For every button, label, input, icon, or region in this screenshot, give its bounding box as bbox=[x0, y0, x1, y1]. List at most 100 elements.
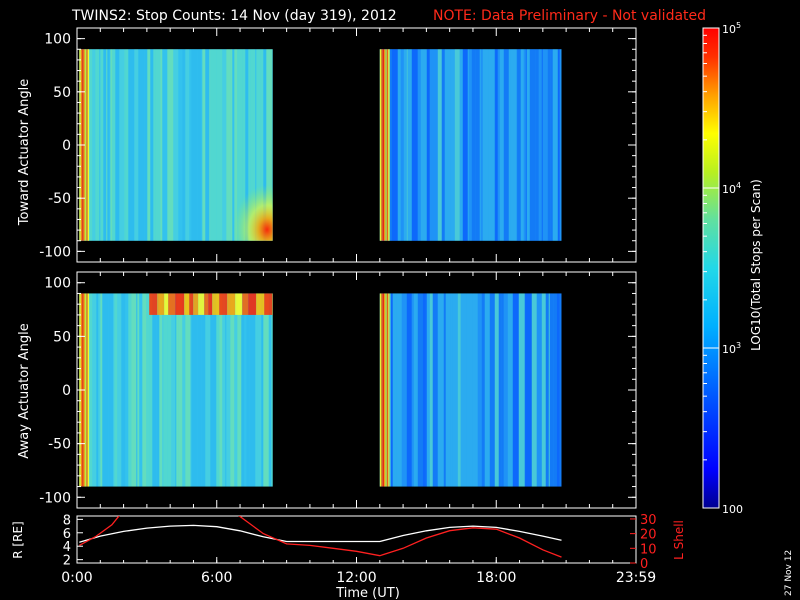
heatmap-streak bbox=[429, 49, 435, 241]
heatmap-streak bbox=[459, 49, 463, 241]
colorbar-tick-exponent: 3 bbox=[736, 341, 741, 350]
heatmap-streak bbox=[411, 293, 414, 487]
heatmap-streak bbox=[548, 293, 550, 487]
heatmap-streak bbox=[230, 293, 235, 487]
heatmap-streak bbox=[245, 49, 248, 241]
heatmap-streak bbox=[426, 293, 430, 487]
heatmap-streak bbox=[136, 293, 138, 487]
heatmap-streak bbox=[444, 49, 451, 241]
heatmap-streak bbox=[417, 49, 421, 241]
heatmap-edge bbox=[379, 49, 382, 241]
heatmap-streak bbox=[472, 293, 478, 487]
heatmap-band bbox=[204, 293, 209, 315]
heatmap-streak bbox=[156, 293, 160, 487]
heatmap-edge bbox=[388, 49, 390, 241]
heatmap-streak bbox=[406, 49, 408, 241]
heatmap-streak bbox=[167, 49, 174, 241]
toward-y-axis-label: Toward Actuator Angle bbox=[17, 79, 32, 226]
right-y-tick-label: 20 bbox=[640, 528, 657, 543]
heatmap-streak bbox=[92, 293, 97, 487]
heatmap-streak bbox=[480, 49, 483, 241]
heatmap-band bbox=[164, 293, 169, 315]
right-y-tick-label: 0 bbox=[640, 557, 648, 572]
heatmap-edge bbox=[84, 293, 87, 487]
y-tick-label: 100 bbox=[44, 276, 71, 292]
away-y-axis-label: Away Actuator Angle bbox=[17, 323, 32, 458]
heatmap-streak bbox=[389, 293, 391, 487]
heatmap-streak bbox=[494, 49, 496, 241]
heatmap-edge bbox=[388, 293, 390, 487]
heatmap-streak bbox=[139, 293, 143, 487]
heatmap-streak bbox=[142, 293, 147, 487]
heatmap-streak bbox=[175, 293, 177, 487]
heatmap-streak bbox=[437, 293, 444, 487]
heatmap-streak bbox=[112, 49, 116, 241]
y-tick-label: 0 bbox=[62, 383, 71, 399]
heatmap-streak bbox=[121, 293, 126, 487]
heatmap-streak bbox=[484, 293, 490, 487]
heatmap-streak bbox=[137, 293, 140, 487]
heatmap-edge bbox=[385, 49, 387, 241]
heatmap-streak bbox=[529, 49, 536, 241]
heatmap-streak bbox=[559, 49, 562, 241]
y-tick-label: -50 bbox=[48, 191, 71, 207]
x-tick-label: 18:00 bbox=[476, 570, 516, 586]
heatmap-streak bbox=[269, 293, 271, 487]
heatmap-edge bbox=[381, 49, 383, 241]
heatmap-streak bbox=[536, 293, 542, 487]
heatmap-streak bbox=[462, 49, 468, 241]
heatmap-streak bbox=[197, 293, 202, 487]
y-tick-label: -100 bbox=[39, 490, 71, 506]
heatmap-streak bbox=[125, 49, 129, 241]
heatmap-band bbox=[189, 293, 194, 315]
heatmap-edge bbox=[87, 49, 90, 241]
heatmap-streak bbox=[450, 293, 453, 487]
heatmap-streak bbox=[518, 293, 525, 487]
heatmap-streak bbox=[242, 49, 246, 241]
heatmap-band bbox=[168, 293, 176, 315]
heatmap-streak bbox=[475, 49, 480, 241]
heatmap-streak bbox=[541, 293, 546, 487]
heatmap-streak bbox=[216, 293, 220, 487]
y-tick-label: 50 bbox=[53, 85, 71, 101]
heatmap-streak bbox=[234, 49, 238, 241]
heatmap-streak bbox=[119, 49, 125, 241]
heatmap-streak bbox=[103, 49, 107, 241]
heatmap-edge bbox=[383, 49, 386, 241]
heatmap-edge bbox=[84, 49, 87, 241]
heatmap-streak bbox=[260, 49, 264, 241]
ephemeris-frame bbox=[76, 515, 637, 564]
heatmap-streak bbox=[501, 293, 504, 487]
heatmap-streak bbox=[460, 293, 467, 487]
heatmap-streak bbox=[102, 293, 109, 487]
heatmap-streak bbox=[498, 293, 502, 487]
heatmap-streak bbox=[452, 293, 458, 487]
heatmap-streak bbox=[397, 49, 401, 241]
heatmap-streak bbox=[553, 293, 557, 487]
colorbar-tick-label: 103 bbox=[722, 341, 741, 356]
heatmap-streak bbox=[391, 49, 398, 241]
heatmap-streak bbox=[542, 49, 548, 241]
heatmap-streak bbox=[190, 293, 192, 487]
heatmap-streak bbox=[201, 49, 203, 241]
heatmap-streak bbox=[255, 49, 257, 241]
heatmap-streak bbox=[559, 293, 562, 487]
colorbar: 105 104 103 100 LOG10(Total Stops per Scan) bbox=[702, 21, 763, 516]
heatmap-streak bbox=[497, 49, 500, 241]
heatmap-streak bbox=[110, 49, 113, 241]
heatmap-streak bbox=[233, 49, 235, 241]
heatmap-streak bbox=[178, 293, 183, 487]
lshell-series-line bbox=[78, 516, 562, 558]
time-axis-label: Time (UT) bbox=[335, 586, 400, 600]
heatmap-streak bbox=[467, 49, 469, 241]
heatmap-streak bbox=[106, 49, 108, 241]
heatmap-streak bbox=[516, 49, 518, 241]
heatmap-streak bbox=[96, 293, 99, 487]
heatmap-streak bbox=[237, 49, 243, 241]
heatmap-streak bbox=[488, 49, 495, 241]
x-tick-label: 0:00 bbox=[61, 570, 92, 586]
heatmap-streak bbox=[150, 49, 154, 241]
right-y-tick-label: 10 bbox=[640, 542, 657, 557]
heatmap-streak bbox=[224, 293, 226, 487]
